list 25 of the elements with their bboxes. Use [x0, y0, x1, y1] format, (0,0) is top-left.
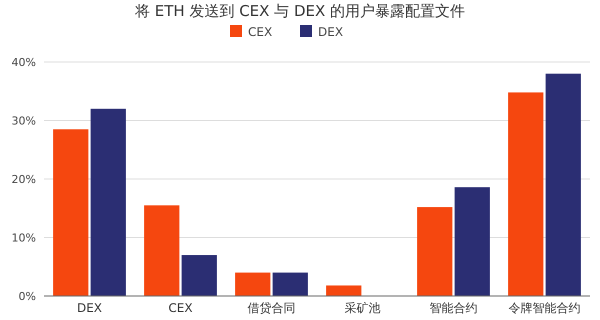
bar — [182, 255, 217, 296]
x-tick-label: 令牌智能合约 — [508, 301, 580, 315]
bar — [454, 187, 490, 296]
y-tick-label: 30% — [12, 114, 36, 128]
x-tick-label: 智能合约 — [430, 301, 478, 315]
y-tick-label: 20% — [12, 172, 36, 186]
legend-label: CEX — [248, 25, 272, 39]
bar — [508, 92, 544, 296]
y-tick-label: 10% — [12, 231, 36, 244]
x-tick-label: 采矿池 — [344, 301, 380, 315]
bar — [90, 108, 126, 296]
bar — [272, 272, 308, 296]
bar — [144, 205, 180, 296]
bar — [326, 285, 362, 296]
chart-title: 将 ETH 发送到 CEX 与 DEX 的用户暴露配置文件 — [134, 2, 466, 20]
y-tick-label: 0% — [18, 290, 36, 303]
x-tick-label: CEX — [168, 301, 193, 315]
bar — [417, 207, 452, 296]
bar — [546, 74, 581, 296]
bar — [235, 272, 270, 296]
bar — [53, 129, 88, 296]
x-tick-label: 借贷合同 — [248, 301, 296, 315]
x-tick-label: DEX — [76, 301, 102, 315]
legend-label: DEX — [318, 25, 344, 39]
y-tick-label: 40% — [12, 56, 36, 69]
